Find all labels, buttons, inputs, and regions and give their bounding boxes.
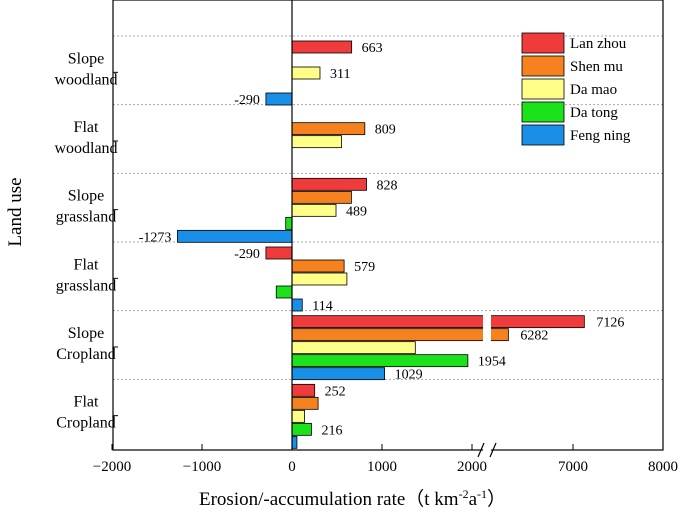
bar-lan-zhou — [291, 40, 353, 54]
bar-shen-mu — [291, 190, 352, 204]
legend-label: Feng ning — [570, 128, 631, 144]
legend: Lan zhou Shen mu Da mao Da tong Feng ning — [521, 32, 631, 146]
bar-da-mao — [291, 341, 416, 355]
data-label: 828 — [377, 178, 398, 193]
category-label-line1: Slope — [68, 50, 104, 67]
category-label-line2: woodland — [54, 140, 117, 157]
x-axis-title-mid: a — [469, 489, 478, 510]
x-axis-title-sup2: -1 — [477, 487, 487, 501]
data-label: 114 — [312, 299, 332, 314]
x-tick-label: 0 — [288, 459, 296, 475]
bar-break-gap — [483, 327, 491, 342]
bar-da-tong — [291, 422, 312, 436]
legend-swatch-shen-mu — [521, 55, 565, 77]
bar-da-tong — [275, 285, 293, 299]
data-label: 1954 — [478, 355, 506, 370]
data-label: 1029 — [395, 368, 423, 383]
category-label-line1: Flat — [74, 256, 99, 273]
category-label-line1: Flat — [74, 394, 99, 411]
bar-lan-zhou — [291, 315, 585, 329]
legend-swatch-da-mao — [521, 78, 565, 100]
bar-shen-mu — [291, 396, 319, 410]
data-label: 809 — [375, 123, 396, 138]
category-label-line2: woodland — [54, 71, 117, 88]
x-tick-label: −2000 — [93, 459, 131, 475]
data-label: 489 — [346, 204, 367, 219]
legend-label: Shen mu — [570, 59, 623, 75]
x-tick-label: 8000 — [648, 459, 678, 475]
data-label: 579 — [354, 260, 375, 275]
bar-da-mao — [291, 409, 306, 423]
bar-feng-ning — [291, 435, 298, 449]
bar-lan-zhou — [291, 177, 367, 191]
legend-swatch-da-tong — [521, 101, 565, 123]
legend-swatch-feng-ning — [521, 124, 565, 146]
data-label: 311 — [330, 67, 350, 82]
x-tick-label: 1000 — [367, 459, 397, 475]
category-label-line2: grassland — [56, 209, 116, 226]
bar-da-tong — [291, 354, 469, 368]
labels-layer: Slope woodland Flat woodland Slope grassland F… — [54, 41, 678, 475]
x-tick-label: −1000 — [183, 459, 221, 475]
bar-da-tong — [285, 216, 293, 230]
bar-shen-mu — [291, 328, 509, 342]
data-label: 6282 — [520, 329, 548, 344]
axis-break-mark — [489, 442, 497, 458]
bar-da-mao — [291, 66, 321, 80]
category-label-line1: Slope — [68, 325, 104, 342]
x-tick-label: 7000 — [558, 459, 588, 475]
bar-break-gap — [483, 314, 491, 329]
data-label: -290 — [234, 93, 260, 108]
category-label-line2: Cropland — [56, 346, 116, 363]
data-label: -1273 — [139, 230, 172, 245]
data-label: 216 — [321, 423, 342, 438]
axis-layer — [111, 0, 664, 458]
legend-label: Da mao — [570, 82, 617, 98]
x-axis-title-main: Erosion/-accumulation rate（t km — [199, 488, 459, 510]
bar-shen-mu — [291, 259, 345, 273]
data-label: 7126 — [596, 316, 624, 331]
axis-break-mark — [477, 442, 485, 458]
legend-label: Lan zhou — [570, 36, 627, 52]
legend-swatch-lan-zhou — [521, 32, 565, 54]
bar-feng-ning — [177, 229, 293, 243]
bar-da-mao — [291, 135, 342, 149]
x-axis-title-sup1: -2 — [459, 487, 469, 501]
axis-break-gap — [483, 442, 491, 458]
x-axis-title-end: ） — [487, 488, 506, 510]
y-axis-title: Land use — [5, 177, 26, 246]
x-axis-title: Erosion/-accumulation rate（t km-2a-1） — [199, 487, 506, 510]
data-label: 663 — [362, 41, 383, 56]
bar-shen-mu — [291, 122, 366, 136]
bar-lan-zhou — [265, 246, 293, 260]
plot-frame — [112, 0, 664, 451]
data-label: 252 — [325, 384, 346, 399]
bar-lan-zhou — [291, 383, 316, 397]
data-label: -290 — [234, 247, 260, 262]
x-tick-label: 2000 — [457, 459, 487, 475]
bar-feng-ning — [291, 298, 303, 312]
legend-label: Da tong — [570, 105, 618, 121]
bar-da-mao — [291, 272, 348, 286]
category-label-line1: Flat — [74, 119, 99, 136]
bar-feng-ning — [291, 367, 386, 381]
bar-da-mao — [291, 203, 337, 217]
category-label-line2: grassland — [56, 277, 116, 294]
bar-feng-ning — [265, 92, 293, 106]
category-label-line1: Slope — [68, 188, 104, 205]
category-label-line2: Cropland — [56, 415, 116, 432]
